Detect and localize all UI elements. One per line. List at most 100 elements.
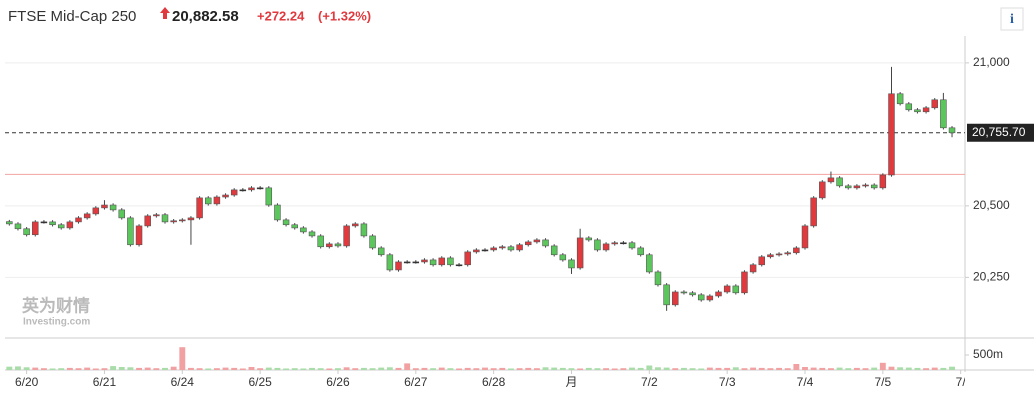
candle-body [317, 235, 324, 248]
volume-bar [386, 367, 393, 370]
volume-bar [248, 367, 255, 370]
candle-body [40, 221, 48, 224]
candle-body [568, 259, 575, 269]
candle-body [196, 197, 203, 219]
volume-bar [542, 367, 549, 370]
volume-bar [92, 368, 99, 370]
candle-body [179, 219, 186, 222]
volume-bar [802, 367, 808, 370]
candle-body [499, 246, 506, 249]
candle-body [594, 239, 601, 251]
volume-bar [672, 368, 679, 370]
candle-body [749, 264, 757, 273]
volume-bar [603, 368, 610, 370]
volume-bar [162, 367, 168, 370]
x-tick-label: 7/2 [641, 375, 658, 389]
volume-bar [706, 367, 713, 370]
volume-bar [335, 368, 341, 370]
candle-body [32, 221, 39, 236]
candle-body [611, 242, 618, 245]
watermark-cn: 英为财情 [22, 295, 90, 315]
candle-body [265, 187, 273, 206]
candle-body [395, 261, 402, 271]
volume-bar [118, 367, 125, 370]
x-tick-label: 6/26 [326, 375, 350, 389]
candle-body [819, 181, 826, 199]
x-tick-label: 6/21 [93, 375, 117, 389]
candle-body [576, 237, 584, 269]
volume-bar [265, 367, 272, 370]
volume-bar [6, 366, 13, 370]
candle-body [343, 225, 350, 247]
candle-body [775, 253, 783, 256]
volume-bar [482, 367, 488, 370]
y-tick-label: 21,000 [973, 55, 1010, 69]
candle-body [153, 214, 160, 217]
candle-body [663, 284, 670, 306]
candle-body [827, 177, 835, 183]
volume-bar [923, 368, 930, 370]
x-tick-label: 6/24 [171, 375, 195, 389]
volume-bar [136, 367, 142, 370]
volume-bar [144, 367, 151, 370]
candle-body [170, 220, 177, 223]
candle-body [256, 187, 264, 190]
candle-body [360, 223, 368, 237]
volume-bar [360, 367, 367, 370]
candle-body [464, 251, 471, 266]
candle-body [135, 225, 143, 246]
volume-bar [715, 367, 722, 370]
candle-body [516, 244, 523, 251]
x-tick-label: 月 [565, 375, 577, 389]
candle-body [412, 261, 420, 264]
volume-bar [317, 368, 324, 370]
volume-bar [758, 367, 765, 370]
candle-body [49, 221, 56, 226]
volume-bar [949, 366, 955, 370]
volume-bar [231, 367, 238, 370]
volume-bar [32, 367, 39, 370]
volume-bar [412, 368, 419, 370]
info-icon[interactable]: i [1010, 12, 1014, 27]
volume-bar [568, 368, 575, 370]
candle-body [550, 245, 558, 256]
volume-bar [741, 368, 748, 370]
candle-body [455, 264, 463, 267]
volume-bar [352, 368, 359, 370]
volume-bar [447, 368, 454, 370]
volume-bar [577, 368, 584, 370]
last-price-box [967, 123, 1034, 142]
volume-tick-label: 500m [973, 347, 1003, 361]
candle-body [896, 93, 904, 105]
candle-body [161, 214, 169, 223]
volume-bar [680, 367, 687, 370]
candle-body [853, 185, 861, 189]
volume-bar [689, 368, 696, 370]
candle-body [213, 196, 221, 205]
candle-body [300, 227, 307, 233]
candle-body [922, 107, 930, 113]
volume-bar [40, 368, 47, 370]
volume-bar [395, 367, 402, 370]
volume-bar [516, 368, 523, 370]
volume-bar [655, 367, 661, 370]
volume-bar [309, 367, 315, 370]
candle-body [473, 249, 480, 253]
volume-bar [326, 368, 333, 370]
volume-bar [464, 367, 471, 370]
volume-bar [767, 368, 774, 370]
volume-bar [490, 368, 497, 370]
info-button[interactable] [1000, 7, 1024, 31]
change: +272.24 [257, 8, 305, 23]
volume-bar [646, 365, 653, 370]
volume-bar [629, 367, 635, 370]
candle-body [723, 285, 731, 293]
volume-bar [499, 367, 506, 370]
volume-bar [153, 368, 160, 370]
volume-bar [533, 368, 540, 370]
volume-bar [611, 368, 618, 370]
volume-bar [213, 368, 220, 370]
x-tick-label: 7/4 [797, 375, 814, 389]
candle-body [187, 217, 195, 221]
volume-bar [732, 367, 739, 370]
